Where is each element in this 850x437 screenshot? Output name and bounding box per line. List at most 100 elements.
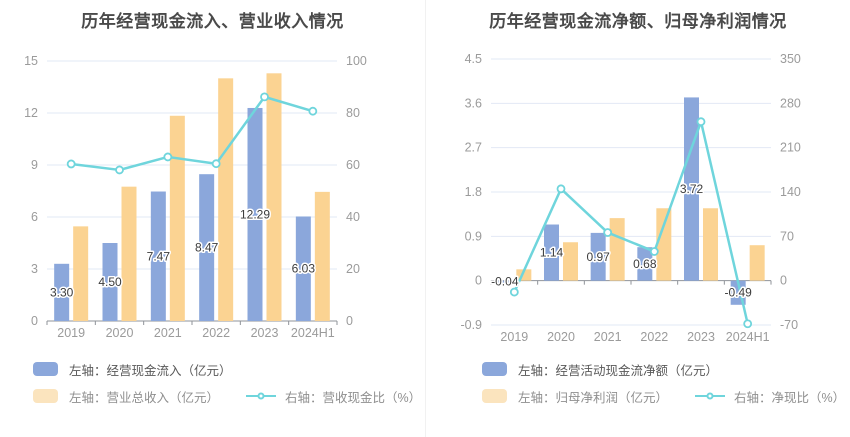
svg-text:80: 80 [346, 106, 360, 120]
svg-text:2024H1: 2024H1 [726, 330, 770, 344]
svg-text:2019: 2019 [57, 326, 85, 340]
line-marker [308, 106, 318, 116]
svg-text:20: 20 [346, 262, 360, 276]
bar [266, 73, 282, 321]
svg-text:4.5: 4.5 [465, 52, 482, 66]
svg-text:-0.49: -0.49 [724, 286, 752, 300]
svg-text:2020: 2020 [547, 330, 575, 344]
svg-text:0.97: 0.97 [586, 250, 610, 264]
line-marker [603, 228, 613, 237]
chart-panel-net-cashflow-profit: 历年经营现金流净额、归母净利润情况 -0.9 0 0.9 1.8 2.7 3.6 4.5 -7… [425, 0, 850, 437]
svg-text:40: 40 [346, 210, 360, 224]
svg-text:2023: 2023 [251, 326, 279, 340]
bar-series-1 [73, 73, 330, 321]
svg-text:2023: 2023 [687, 330, 715, 344]
svg-text:60: 60 [346, 158, 360, 172]
cash-inflow-revenue-chart-canvas: 0 3 6 9 12 15 0 20 40 60 80 100 2019 2020 2021 2022 2023… [24, 54, 367, 340]
svg-text:2024H1: 2024H1 [291, 326, 335, 340]
svg-text:2.7: 2.7 [465, 141, 482, 155]
svg-text:100: 100 [346, 54, 367, 68]
svg-text:9: 9 [31, 158, 38, 172]
legend-item-revenue-and-ratio: 左轴：营业总收入（亿元） 右轴：营收现金比（%） [33, 388, 422, 405]
svg-text:-0.9: -0.9 [460, 318, 482, 332]
legend-label: 左轴：经营现金流入（亿元） [69, 363, 232, 378]
bar-series-0 [497, 97, 746, 305]
svg-text:280: 280 [780, 96, 801, 110]
bar [497, 280, 513, 283]
bar [656, 208, 672, 281]
svg-text:3.72: 3.72 [680, 182, 704, 196]
bar [637, 247, 653, 281]
bar [314, 191, 330, 321]
svg-text:12.29: 12.29 [240, 207, 270, 221]
gridlines [47, 60, 337, 322]
bar [609, 218, 625, 281]
svg-text:-0.04: -0.04 [491, 275, 519, 289]
blue-bar-swatch-icon [482, 362, 507, 376]
svg-text:1.14: 1.14 [540, 246, 564, 260]
ratio-line [513, 120, 749, 325]
bar [703, 208, 718, 281]
svg-text:4.50: 4.50 [98, 275, 122, 289]
bar [544, 224, 559, 281]
line-marker [66, 159, 76, 169]
svg-text:3.30: 3.30 [50, 285, 74, 299]
svg-text:6.03: 6.03 [292, 262, 316, 276]
bar [121, 186, 137, 321]
line-series [509, 117, 753, 329]
category-labels: 2019 2020 2021 2022 2023 2024H1 [500, 330, 769, 344]
svg-text:70: 70 [780, 229, 794, 243]
svg-text:2021: 2021 [154, 326, 182, 340]
orange-bar-swatch-icon [33, 389, 58, 403]
bar [102, 243, 118, 321]
orange-bar-swatch-icon [482, 389, 507, 403]
bar-value-labels: -0.04 1.14 0.97 0.68 3.72 -0.49 [490, 181, 754, 302]
line-marker [509, 287, 519, 297]
line-series [66, 92, 318, 175]
svg-text:0.9: 0.9 [465, 229, 482, 243]
legend-label: 左轴：营业总收入（亿元） [69, 390, 220, 405]
chart-panel-cash-inflow-revenue: 历年经营现金流入、营业收入情况 0 3 6 9 12 15 0 20 40 60 80 100 2019… [24, 12, 421, 415]
svg-text:2022: 2022 [202, 326, 230, 340]
bar [749, 245, 765, 281]
svg-text:1.8: 1.8 [465, 185, 482, 199]
svg-text:6: 6 [31, 210, 38, 224]
bar [295, 216, 311, 321]
legend-item-net-cashflow: 左轴：经营活动现金流净额（亿元） [482, 361, 845, 378]
bar-series-0 [54, 107, 311, 322]
svg-text:0: 0 [346, 314, 353, 328]
bar [684, 97, 699, 281]
legend-item-net-profit-and-ratio: 左轴：归母净利润（亿元） 右轴：净现比（%） [482, 388, 846, 405]
svg-text:8.47: 8.47 [195, 241, 219, 255]
legend-label: 右轴：营收现金比（%） [285, 390, 422, 405]
category-labels: 2019 2020 2021 2022 2023 2024H1 [57, 326, 335, 340]
line-marker [696, 117, 706, 127]
chart-title: 历年经营现金流净额、归母净利润情况 [489, 12, 787, 31]
bar [199, 174, 215, 321]
ratio-line [71, 95, 314, 172]
net-cashflow-profit-chart-canvas: -0.9 0 0.9 1.8 2.7 3.6 4.5 -70 0 70 140 210 280 350 20… [460, 52, 801, 344]
legend-label: 右轴：净现比（%） [734, 390, 846, 405]
svg-text:2021: 2021 [594, 330, 622, 344]
bar [218, 78, 234, 321]
chart-title: 历年经营现金流入、营业收入情况 [81, 12, 344, 31]
svg-text:3: 3 [31, 262, 38, 276]
line-marker [556, 184, 566, 194]
line-marker [163, 152, 173, 162]
svg-text:0: 0 [31, 314, 38, 328]
svg-text:0: 0 [475, 274, 482, 288]
chart-legend: 左轴：经营现金流入（亿元） 左轴：营业总收入（亿元） 右轴：营收现金比（%） [33, 361, 421, 415]
chart-legend: 左轴：经营活动现金流净额（亿元） 左轴：归母净利润（亿元） 右轴：净现比（%） [482, 361, 845, 415]
svg-text:3.6: 3.6 [465, 96, 482, 110]
svg-text:0: 0 [780, 274, 787, 288]
svg-text:210: 210 [780, 141, 801, 155]
line-marker [115, 165, 124, 175]
line-marker-legend-icon [246, 389, 277, 403]
svg-text:0.68: 0.68 [633, 257, 657, 271]
legend-label: 左轴：经营活动现金流净额（亿元） [518, 363, 719, 378]
bar [516, 269, 532, 281]
bar-value-labels: 3.30 4.50 7.47 8.47 12.29 6.03 [48, 206, 316, 301]
bar [590, 232, 606, 281]
svg-text:15: 15 [24, 54, 38, 68]
